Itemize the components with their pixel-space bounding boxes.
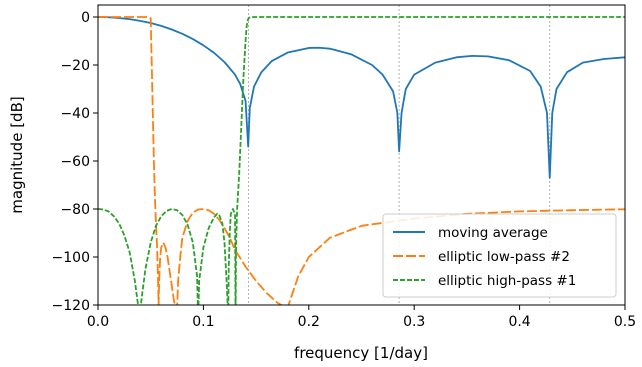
legend-label-elliptic-high-pass: elliptic high-pass #1	[438, 273, 576, 289]
x-axis: 0.0 0.1 0.2 0.3 0.4 0.5	[87, 305, 636, 330]
x-tick-label-3: 0.3	[403, 314, 425, 330]
y-axis: 0 −20 −40 −60 −80 −100 −120	[52, 10, 98, 314]
y-tick-label-2: −40	[60, 106, 90, 122]
legend-label-elliptic-low-pass: elliptic low-pass #2	[438, 249, 570, 265]
y-axis-label: magnitude [dB]	[8, 96, 26, 213]
y-tick-label-1: −20	[60, 58, 90, 74]
x-tick-label-0: 0.0	[87, 314, 109, 330]
legend-label-moving-average: moving average	[438, 225, 548, 241]
y-tick-label-6: −120	[52, 298, 90, 314]
x-axis-label: frequency [1/day]	[294, 344, 428, 362]
legend: moving average elliptic low-pass #2 elli…	[382, 213, 617, 298]
y-tick-label-4: −80	[60, 202, 90, 218]
y-tick-label-3: −60	[60, 154, 90, 170]
x-tick-label-4: 0.4	[508, 314, 530, 330]
plot-frame	[97, 4, 626, 306]
series-line-moving-average	[98, 16, 625, 179]
legend-box	[382, 213, 617, 298]
y-tick-label-5: −100	[52, 250, 90, 266]
x-tick-label-5: 0.5	[614, 314, 636, 330]
series-line-elliptic-high-pass-1	[98, 16, 625, 305]
x-tick-label-2: 0.2	[298, 314, 320, 330]
series-layer	[98, 16, 625, 305]
x-tick-label-1: 0.1	[192, 314, 214, 330]
y-tick-label-0: 0	[81, 10, 90, 26]
series-line-elliptic-low-pass-2	[98, 16, 625, 305]
